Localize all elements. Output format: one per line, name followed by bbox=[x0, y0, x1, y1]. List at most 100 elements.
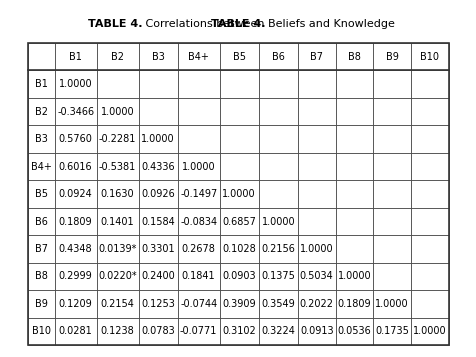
Bar bbox=[177, 70, 219, 98]
Bar bbox=[410, 235, 447, 263]
Bar bbox=[297, 70, 335, 98]
Text: -0.0771: -0.0771 bbox=[179, 326, 217, 337]
Bar bbox=[297, 98, 335, 125]
Bar bbox=[410, 290, 447, 318]
Bar bbox=[96, 98, 138, 125]
Bar bbox=[96, 125, 138, 153]
Text: B1: B1 bbox=[35, 79, 48, 89]
Text: 1.0000: 1.0000 bbox=[412, 326, 446, 337]
Text: 0.0903: 0.0903 bbox=[222, 271, 256, 282]
Text: 0.1630: 0.1630 bbox=[100, 189, 134, 199]
Bar bbox=[219, 208, 258, 235]
Bar bbox=[54, 235, 96, 263]
Text: 1.0000: 1.0000 bbox=[337, 271, 370, 282]
Text: 0.2999: 0.2999 bbox=[59, 271, 92, 282]
Text: 1.0000: 1.0000 bbox=[100, 106, 134, 117]
Bar bbox=[335, 98, 372, 125]
Bar bbox=[258, 70, 297, 98]
Text: B2: B2 bbox=[111, 51, 124, 62]
Text: 0.1238: 0.1238 bbox=[100, 326, 134, 337]
Text: Correlations between Beliefs and Knowledge: Correlations between Beliefs and Knowled… bbox=[142, 19, 394, 29]
Bar bbox=[258, 125, 297, 153]
Bar bbox=[28, 70, 54, 98]
Bar bbox=[219, 98, 258, 125]
Bar bbox=[219, 235, 258, 263]
Bar bbox=[54, 153, 96, 180]
Text: 0.1735: 0.1735 bbox=[374, 326, 408, 337]
Text: B3: B3 bbox=[151, 51, 164, 62]
Bar bbox=[54, 98, 96, 125]
Bar bbox=[258, 43, 297, 70]
Bar bbox=[335, 153, 372, 180]
Bar bbox=[219, 125, 258, 153]
Bar bbox=[138, 290, 177, 318]
Bar bbox=[138, 318, 177, 345]
Bar bbox=[138, 153, 177, 180]
Bar bbox=[54, 180, 96, 208]
Bar bbox=[28, 235, 54, 263]
Bar bbox=[28, 263, 54, 290]
Text: -0.3466: -0.3466 bbox=[57, 106, 94, 117]
Text: 0.0139*: 0.0139* bbox=[98, 244, 137, 254]
Bar bbox=[258, 98, 297, 125]
Bar bbox=[177, 98, 219, 125]
Bar bbox=[177, 43, 219, 70]
Text: 1.0000: 1.0000 bbox=[181, 161, 215, 172]
Bar bbox=[219, 153, 258, 180]
Text: B5: B5 bbox=[35, 189, 48, 199]
Text: 0.1401: 0.1401 bbox=[100, 216, 134, 227]
Text: 0.4348: 0.4348 bbox=[59, 244, 92, 254]
Bar bbox=[297, 235, 335, 263]
Text: 0.1584: 0.1584 bbox=[141, 216, 175, 227]
Text: B3: B3 bbox=[35, 134, 48, 144]
Text: 0.1253: 0.1253 bbox=[141, 299, 175, 309]
Text: -0.5381: -0.5381 bbox=[99, 161, 136, 172]
Bar bbox=[54, 263, 96, 290]
Text: 0.3224: 0.3224 bbox=[261, 326, 295, 337]
Bar bbox=[258, 290, 297, 318]
Text: 0.0536: 0.0536 bbox=[337, 326, 370, 337]
Text: B7: B7 bbox=[35, 244, 48, 254]
Text: B1: B1 bbox=[69, 51, 82, 62]
Text: 0.3549: 0.3549 bbox=[261, 299, 295, 309]
Bar bbox=[410, 43, 447, 70]
Bar bbox=[177, 180, 219, 208]
Text: B7: B7 bbox=[309, 51, 323, 62]
Text: -0.2281: -0.2281 bbox=[99, 134, 136, 144]
Bar bbox=[372, 43, 410, 70]
Text: 0.3102: 0.3102 bbox=[222, 326, 256, 337]
Bar bbox=[138, 180, 177, 208]
Text: 0.0924: 0.0924 bbox=[59, 189, 92, 199]
Text: 0.2154: 0.2154 bbox=[100, 299, 134, 309]
Bar bbox=[258, 235, 297, 263]
Text: 0.2022: 0.2022 bbox=[299, 299, 333, 309]
Text: 0.0783: 0.0783 bbox=[141, 326, 175, 337]
Bar bbox=[258, 263, 297, 290]
Bar bbox=[372, 290, 410, 318]
Bar bbox=[28, 153, 54, 180]
Bar bbox=[335, 180, 372, 208]
Text: B5: B5 bbox=[232, 51, 245, 62]
Bar bbox=[96, 208, 138, 235]
Text: 0.3909: 0.3909 bbox=[222, 299, 256, 309]
Bar bbox=[96, 235, 138, 263]
Bar bbox=[372, 208, 410, 235]
Bar bbox=[335, 208, 372, 235]
Text: 0.3301: 0.3301 bbox=[141, 244, 175, 254]
Text: 0.4336: 0.4336 bbox=[141, 161, 175, 172]
Bar bbox=[372, 70, 410, 98]
Text: 0.1209: 0.1209 bbox=[59, 299, 92, 309]
Bar bbox=[138, 70, 177, 98]
Bar bbox=[297, 125, 335, 153]
Bar bbox=[54, 318, 96, 345]
Bar bbox=[138, 263, 177, 290]
Bar bbox=[54, 43, 96, 70]
Bar bbox=[138, 125, 177, 153]
Bar bbox=[219, 180, 258, 208]
Text: B6: B6 bbox=[271, 51, 284, 62]
Bar bbox=[410, 318, 447, 345]
Bar bbox=[28, 43, 447, 345]
Text: 0.0281: 0.0281 bbox=[59, 326, 92, 337]
Bar bbox=[372, 318, 410, 345]
Bar bbox=[410, 208, 447, 235]
